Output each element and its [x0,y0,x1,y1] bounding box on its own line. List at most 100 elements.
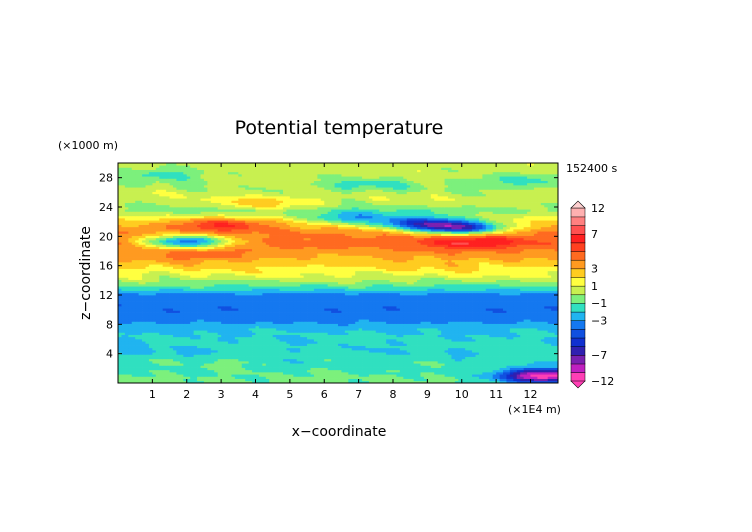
heatmap-cell [341,317,346,320]
heatmap-cell [186,312,191,316]
heatmap-cell [186,303,191,307]
heatmap-cell [396,303,401,307]
heatmap-cell [197,378,201,382]
heatmap-cell [358,341,363,344]
heatmap-cell [406,330,411,333]
heatmap-cell [148,352,153,355]
heatmap-cell [344,369,349,373]
heatmap-cell [224,354,229,357]
heatmap-cell [451,361,456,364]
heatmap-cell [283,310,287,313]
heatmap-cell [444,336,449,340]
heatmap-cell [324,323,329,327]
heatmap-cell [393,352,397,355]
heatmap-cell [478,314,483,318]
heatmap-cell [331,367,335,371]
heatmap-cell [530,317,535,320]
heatmap-cell [255,347,260,351]
heatmap-cell [338,314,342,318]
heatmap-cell [179,350,184,353]
heatmap-cell [362,303,366,307]
heatmap-cell [441,380,445,384]
heatmap-cell [300,303,304,307]
heatmap-cell [544,297,549,300]
heatmap-cell [262,343,267,346]
heatmap-cell [142,354,146,357]
heatmap-cell [430,299,435,302]
heatmap-cell [131,297,136,300]
heatmap-cell [300,321,304,324]
heatmap-cell [207,301,212,305]
heatmap-cell [496,334,500,338]
heatmap-cell [214,323,219,327]
heatmap-cell [262,372,267,375]
heatmap-cell [496,312,500,316]
heatmap-cell [437,358,442,362]
heatmap-cell [248,334,253,338]
heatmap-cell [169,299,174,302]
heatmap-cell [516,367,521,371]
heatmap-cell [362,301,366,305]
heatmap-cell [472,361,476,364]
heatmap-cell [228,336,232,340]
heatmap-cell [169,319,174,322]
heatmap-cell [406,369,411,373]
heatmap-cell [430,303,435,307]
heatmap-cell [142,380,146,384]
heatmap-cell [166,350,170,353]
heatmap-cell [255,301,260,305]
heatmap-cell [152,354,157,357]
heatmap-cell [344,303,349,307]
heatmap-cell [197,363,201,366]
heatmap-cell [475,350,480,353]
heatmap-cell [441,376,445,379]
heatmap-cell [444,306,449,309]
heatmap-cell [468,336,473,340]
heatmap-cell [155,321,160,324]
heatmap-cell [520,301,524,305]
heatmap-cell [396,321,401,324]
heatmap-cell [413,339,418,342]
heatmap-cell [317,380,322,384]
heatmap-cell [413,299,418,302]
heatmap-cell [217,372,222,375]
heatmap-cell [293,308,298,311]
heatmap-cell [118,303,122,307]
heatmap-cell [379,374,384,377]
heatmap-cell [293,325,298,329]
heatmap-cell [475,297,480,300]
heatmap-cell [197,343,201,346]
heatmap-cell [331,308,335,311]
heatmap-cell [523,343,528,346]
heatmap-cell [152,301,157,305]
heatmap-cell [506,352,511,355]
heatmap-cell [293,323,298,327]
heatmap-cell [203,369,208,373]
heatmap-cell [358,319,363,322]
heatmap-cell [441,332,445,335]
heatmap-cell [238,372,243,375]
heatmap-cell [520,367,524,371]
heatmap-cell [279,301,284,305]
heatmap-cell [451,339,456,342]
heatmap-cell [166,319,170,322]
heatmap-cell [393,336,397,340]
heatmap-cell [406,376,411,379]
heatmap-cell [509,321,514,324]
heatmap-cell [434,297,439,300]
heatmap-cell [245,356,249,360]
heatmap-cell [430,378,435,382]
heatmap-cell [183,332,188,335]
heatmap-cell [317,365,322,368]
heatmap-cell [245,380,249,384]
heatmap-cell [162,308,167,311]
heatmap-cell [152,358,157,362]
heatmap-cell [179,317,184,320]
heatmap-cell [496,347,500,351]
heatmap-cell [265,303,270,307]
heatmap-cell [382,299,387,302]
heatmap-cell [503,321,507,324]
heatmap-cell [118,374,122,377]
heatmap-cell [214,297,219,300]
heatmap-cell [499,358,504,362]
